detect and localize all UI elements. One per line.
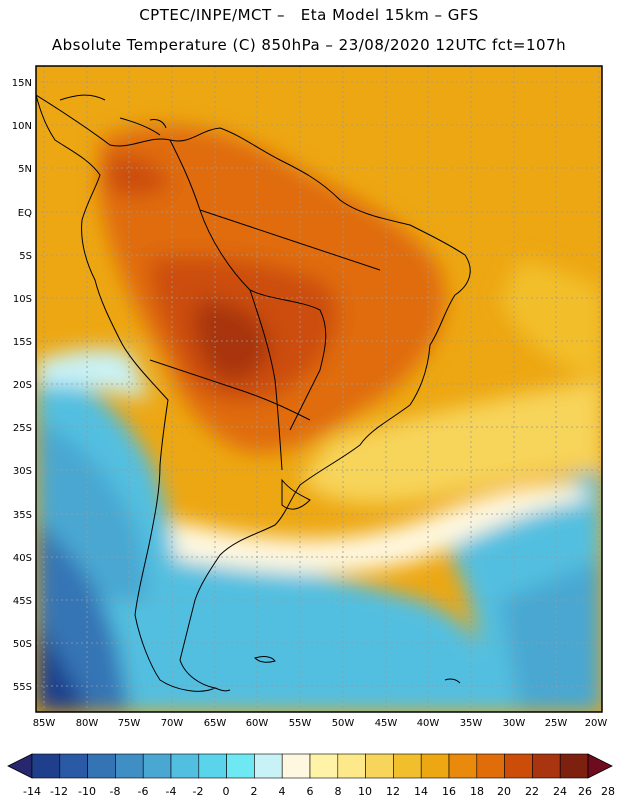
- lon-label: 25W: [545, 718, 568, 729]
- lat-label: 25S: [13, 423, 32, 434]
- colorbar-cell: [420, 753, 450, 779]
- colorbar-tick-label: 6: [307, 785, 314, 798]
- colorbar-tick-label: 20: [497, 785, 511, 798]
- colorbar-tick-label: 12: [386, 785, 400, 798]
- colorbar-cell: [365, 753, 394, 779]
- lon-label: 45W: [375, 718, 398, 729]
- lon-label: 35W: [460, 718, 483, 729]
- colorbar-tick-label: 8: [335, 785, 342, 798]
- lat-label: 35S: [13, 510, 32, 521]
- coastlines: [36, 94, 471, 692]
- lon-label: 80W: [76, 718, 99, 729]
- colorbar-tick-label: -2: [193, 785, 204, 798]
- colorbar-tick-label: -12: [50, 785, 68, 798]
- latitude-labels: 15N 10N 5N EQ 5S 10S 15S 20S 25S 30S 35S…: [12, 78, 32, 693]
- map-frame: [35, 65, 603, 713]
- colorbar-cell: [170, 753, 200, 779]
- lon-label: 65W: [204, 718, 227, 729]
- lat-label: 50S: [13, 639, 32, 650]
- lat-label: 10N: [12, 121, 32, 132]
- longitude-labels: 85W 80W 75W 70W 65W 60W 55W 50W 45W 40W …: [33, 718, 608, 729]
- colorbar-tick-label: -6: [138, 785, 149, 798]
- colorbar-cell: [226, 753, 255, 779]
- colorbar-tick-label: 28: [601, 785, 615, 798]
- colorbar-max-arrow: [587, 753, 613, 779]
- colorbar-cell: [504, 753, 533, 779]
- lon-label: 50W: [332, 718, 355, 729]
- colorbar-cell: [309, 753, 339, 779]
- colorbar-tick-label: -4: [166, 785, 177, 798]
- lat-lon-grid: [36, 66, 602, 712]
- colorbar-cell: [31, 753, 61, 779]
- colorbar-tick-label: 26: [578, 785, 592, 798]
- colorbar-tick-label: 16: [442, 785, 456, 798]
- colorbar-cell: [142, 753, 172, 779]
- colorbar-cell: [532, 753, 561, 779]
- lon-label: 55W: [289, 718, 312, 729]
- lat-label: 30S: [13, 466, 32, 477]
- colorbar-cell: [393, 753, 422, 779]
- lat-label: 5N: [18, 164, 32, 175]
- colorbar-cell: [59, 753, 88, 779]
- lon-label: 85W: [33, 718, 56, 729]
- colorbar-tick-label: 2: [251, 785, 258, 798]
- colorbar-cell: [115, 753, 144, 779]
- colorbar-tick-label: 10: [358, 785, 372, 798]
- temperature-field: [36, 66, 602, 712]
- colorbar-cell: [254, 753, 283, 779]
- colorbar-tick-label: 24: [553, 785, 567, 798]
- colorbar-tick-label: -14: [23, 785, 41, 798]
- colorbar-cells: [31, 753, 589, 779]
- lat-label: 40S: [13, 553, 32, 564]
- lat-label: 15S: [13, 337, 32, 348]
- lon-label: 70W: [161, 718, 184, 729]
- colorbar: -14 -12 -10 -8 -6 -4 -2 0 2 4 6 8 10 12 …: [7, 753, 615, 798]
- colorbar-tick-label: -8: [110, 785, 121, 798]
- colorbar-tick-label: -10: [78, 785, 96, 798]
- title-line-1: CPTEC/INPE/MCT – Eta Model 15km – GFS: [139, 6, 479, 24]
- lon-label: 75W: [118, 718, 141, 729]
- colorbar-cell: [198, 753, 227, 779]
- colorbar-tick-label: 0: [223, 785, 230, 798]
- colorbar-cell: [448, 753, 478, 779]
- colorbar-tick-label: 22: [525, 785, 539, 798]
- lon-label: 20W: [585, 718, 608, 729]
- lon-label: 40W: [417, 718, 440, 729]
- lat-label: 45S: [13, 596, 32, 607]
- colorbar-labels: -14 -12 -10 -8 -6 -4 -2 0 2 4 6 8 10 12 …: [23, 785, 615, 798]
- colorbar-tick-label: 4: [279, 785, 286, 798]
- colorbar-cell: [337, 753, 366, 779]
- lat-label: 55S: [13, 682, 32, 693]
- lat-label: 20S: [13, 380, 32, 391]
- lat-label: 5S: [19, 251, 32, 262]
- colorbar-cell: [476, 753, 505, 779]
- lat-label: 15N: [12, 78, 32, 89]
- lon-label: 30W: [503, 718, 526, 729]
- colorbar-cell: [87, 753, 116, 779]
- lat-label: 10S: [13, 294, 32, 305]
- colorbar-cell: [559, 753, 589, 779]
- lon-label: 60W: [246, 718, 269, 729]
- lat-label: EQ: [18, 208, 32, 219]
- colorbar-cell: [281, 753, 311, 779]
- colorbar-tick-label: 14: [414, 785, 428, 798]
- title-line-2: Absolute Temperature (C) 850hPa – 23/08/…: [51, 36, 567, 54]
- colorbar-min-arrow: [7, 753, 33, 779]
- colorbar-tick-label: 18: [470, 785, 484, 798]
